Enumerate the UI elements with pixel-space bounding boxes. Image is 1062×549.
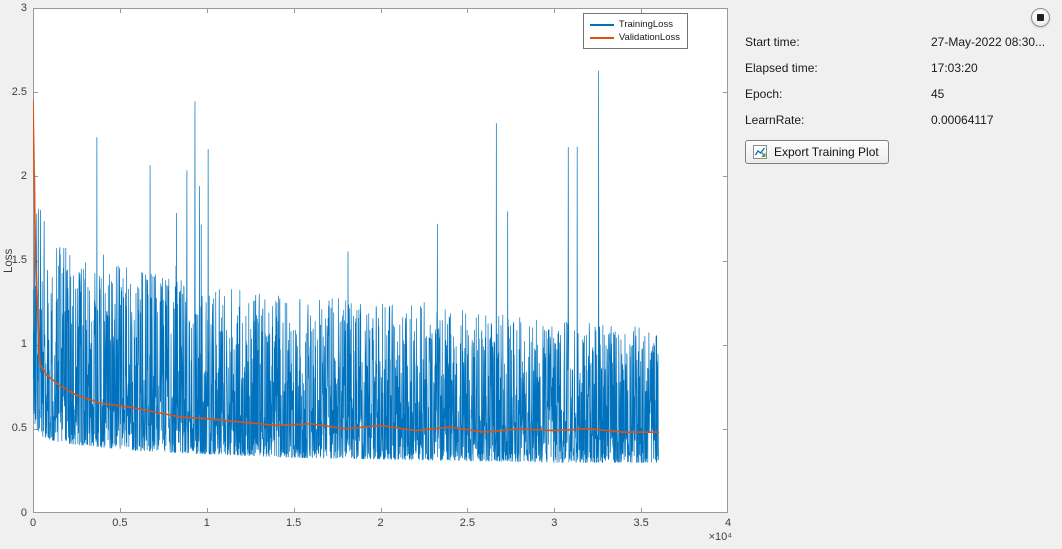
x-tick-label: 1.5 — [285, 517, 302, 529]
training-line-swatch — [589, 23, 614, 26]
validation-line-swatch — [589, 36, 614, 39]
info-row-start-time: Start time: 27-May-2022 08:30... — [745, 29, 1057, 55]
elapsed-time-label: Elapsed time: — [745, 61, 818, 75]
learnrate-label: LearnRate: — [745, 113, 805, 127]
info-rows: Start time: 27-May-2022 08:30... Elapsed… — [745, 29, 1057, 133]
y-tick-label: 2 — [20, 169, 27, 182]
x-tick-label: 3.5 — [633, 517, 649, 529]
y-tick-label: 0.5 — [11, 422, 27, 435]
x-axis-multiplier: ×10⁴ — [708, 531, 732, 543]
export-training-plot-button[interactable]: Export Training Plot — [745, 140, 889, 164]
x-tick-label: 2.5 — [459, 517, 476, 529]
legend-entry-training: TrainingLoss — [589, 18, 680, 31]
export-button-label: Export Training Plot — [774, 145, 879, 159]
y-tick-label: 0 — [20, 506, 27, 519]
learnrate-value: 0.00064117 — [931, 113, 994, 127]
start-time-label: Start time: — [745, 35, 800, 49]
x-tick-label: 1 — [203, 517, 210, 529]
stop-training-button[interactable] — [1031, 8, 1050, 27]
info-row-epoch: Epoch: 45 — [745, 81, 1057, 107]
export-plot-icon — [753, 145, 767, 159]
loss-chart-canvas — [33, 8, 728, 513]
x-tick-label: 3 — [551, 517, 558, 529]
x-tick-label: 0.5 — [112, 517, 128, 529]
y-tick-label: 1.5 — [11, 254, 27, 266]
legend-label-training: TrainingLoss — [618, 19, 673, 30]
legend-entry-validation: ValidationLoss — [589, 31, 680, 44]
training-info-panel: Start time: 27-May-2022 08:30... Elapsed… — [745, 0, 1057, 165]
x-tick-label: 2 — [377, 517, 384, 529]
epoch-value: 45 — [931, 87, 945, 101]
x-tick-label: 4 — [724, 517, 732, 529]
elapsed-time-value: 17:03:20 — [931, 61, 978, 75]
y-tick-label: 3 — [20, 1, 27, 14]
info-row-elapsed-time: Elapsed time: 17:03:20 — [745, 55, 1057, 81]
legend[interactable]: TrainingLoss ValidationLoss — [582, 13, 688, 49]
stop-icon — [1037, 14, 1044, 21]
loss-plot: Loss 0 0.5 1 1.5 2 2.5 3 3.5 4 0 0.5 1 1.5 2 2.5 3 ×10… — [3, 2, 732, 544]
legend-label-validation: ValidationLoss — [618, 32, 680, 43]
y-tick-label: 1 — [20, 338, 27, 351]
epoch-label: Epoch: — [745, 87, 783, 101]
start-time-value: 27-May-2022 08:30... — [931, 35, 1046, 49]
info-row-learnrate: LearnRate: 0.00064117 — [745, 107, 1057, 133]
y-tick-label: 2.5 — [11, 85, 27, 98]
x-tick-label: 0 — [29, 517, 37, 529]
